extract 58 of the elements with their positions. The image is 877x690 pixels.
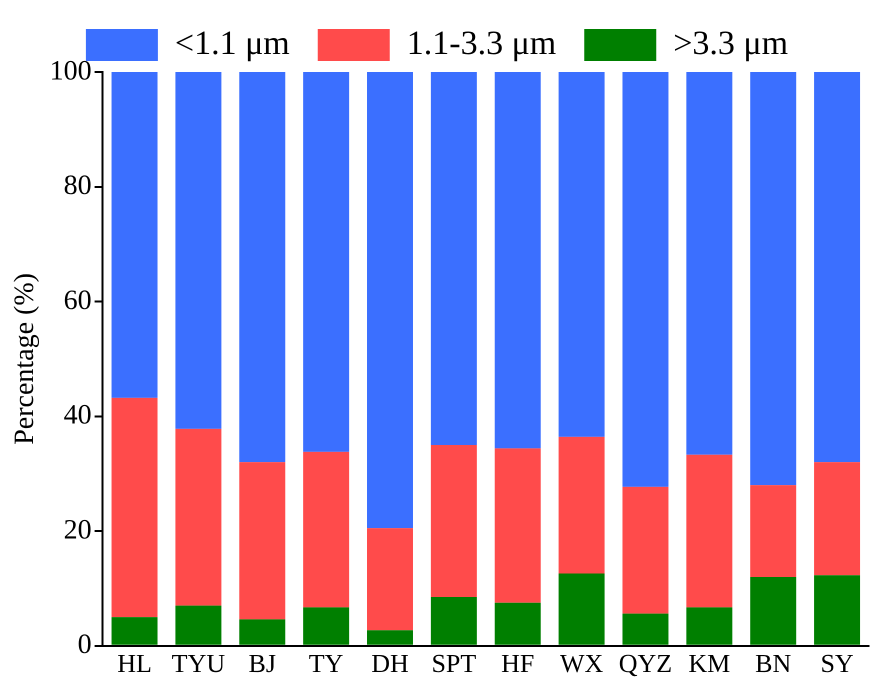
- y-tick-label: 80: [64, 170, 92, 202]
- bar: [430, 72, 477, 445]
- bar: [175, 428, 222, 606]
- y-axis-title: Percentage (%): [9, 273, 40, 445]
- bar: [558, 436, 605, 574]
- bar: [814, 72, 860, 462]
- bar: [367, 528, 413, 630]
- bar: [750, 485, 796, 577]
- bar: [239, 462, 286, 620]
- bar: [686, 72, 732, 455]
- x-tick-label: HL: [117, 649, 152, 678]
- legend-label: 1.1-3.3 μm: [406, 24, 556, 62]
- bar: [430, 444, 477, 598]
- legend-label: >3.3 μm: [673, 24, 788, 62]
- bar: [686, 454, 732, 608]
- bar: [303, 607, 350, 645]
- x-tick-label: QYZ: [618, 649, 672, 678]
- legend-label: <1.1 μm: [174, 24, 290, 62]
- x-tick-label: SPT: [431, 649, 476, 678]
- x-tick-label: WX: [560, 649, 604, 678]
- bar: [112, 72, 158, 398]
- bar: [750, 576, 796, 645]
- y-tick-label: 0: [78, 629, 92, 660]
- bar: [622, 486, 668, 614]
- x-tick-label: SY: [820, 649, 854, 678]
- bar: [622, 614, 668, 645]
- bar: [175, 72, 222, 429]
- bar: [814, 575, 860, 645]
- bar: [303, 452, 350, 608]
- bar: [622, 72, 668, 487]
- bar: [175, 606, 222, 645]
- bar: [494, 72, 541, 448]
- x-tick-label: TYU: [172, 649, 226, 678]
- bar: [494, 448, 541, 603]
- bar: [558, 574, 605, 645]
- bar: [494, 602, 541, 645]
- bar: [112, 398, 158, 618]
- x-tick-label: HF: [501, 649, 534, 678]
- y-tick-label: 20: [64, 514, 92, 546]
- bar: [303, 72, 350, 452]
- bar: [558, 72, 605, 437]
- y-tick-label: 40: [64, 400, 92, 431]
- x-tick-label: TY: [308, 649, 344, 678]
- x-tick-label: KM: [688, 649, 730, 678]
- bar: [367, 72, 413, 528]
- bar: [814, 462, 860, 576]
- bar: [239, 72, 286, 462]
- x-tick-label: BN: [755, 649, 792, 678]
- x-tick-label: BJ: [248, 649, 276, 678]
- bar: [750, 72, 796, 486]
- bar: [367, 630, 413, 645]
- x-tick-label: DH: [371, 649, 409, 678]
- bar: [430, 597, 477, 645]
- bar: [686, 607, 732, 645]
- bar: [112, 617, 158, 645]
- bar: [239, 619, 286, 645]
- y-tick-label: 100: [50, 55, 92, 86]
- y-tick-label: 60: [64, 284, 92, 316]
